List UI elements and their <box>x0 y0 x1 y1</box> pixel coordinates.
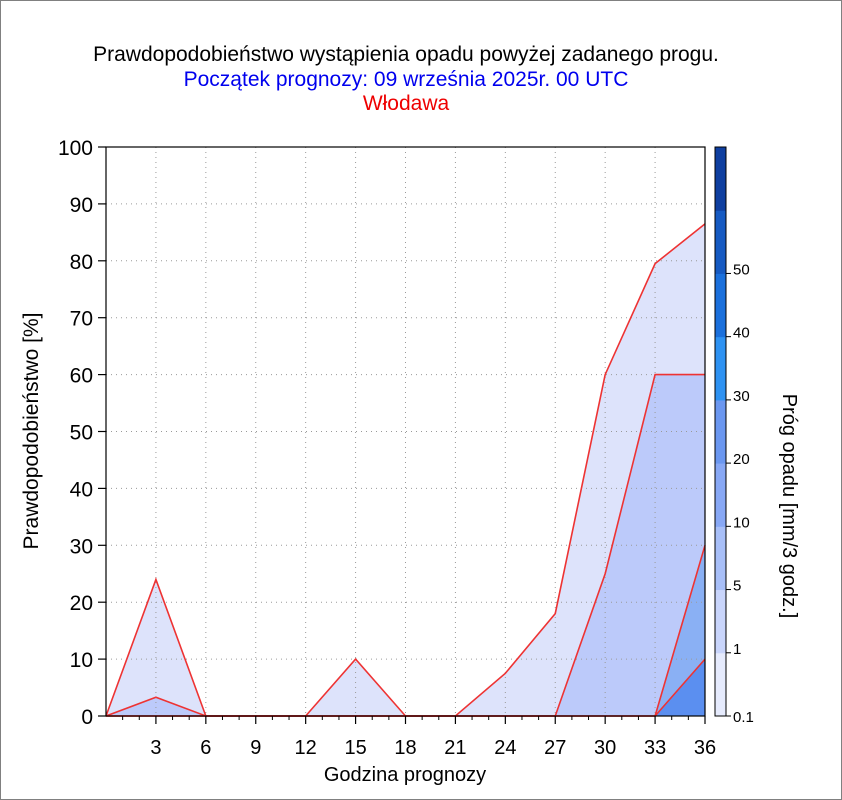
y-tick-label: 20 <box>70 592 93 615</box>
x-axis: 3 6 9 12 15 18 21 24 27 30 33 36 <box>122 716 716 759</box>
colorbar-tick-label: 5 <box>733 578 741 595</box>
y-axis: 0 10 20 30 40 50 60 70 80 90 100 <box>58 137 106 729</box>
area-layers <box>106 223 705 716</box>
y-tick-label: 60 <box>70 365 93 388</box>
location-label: Włodawa <box>362 92 450 115</box>
colorbar-band <box>715 652 726 717</box>
y-tick-label: 50 <box>70 422 93 445</box>
x-axis-label: Godzina prognozy <box>324 764 486 786</box>
x-tick-label: 24 <box>494 737 516 759</box>
colorbar-band <box>715 526 726 591</box>
colorbar-label: Próg opadu [mm/3 godz.] <box>778 394 800 619</box>
colorbar-tick-label: 0.1 <box>733 709 754 726</box>
colorbar: 0.1 1 5 10 20 30 40 50 <box>714 146 754 726</box>
colorbar-band <box>715 273 726 338</box>
colorbar-border <box>714 146 727 717</box>
y-tick-label: 100 <box>58 137 93 160</box>
colorbar-band <box>715 399 726 464</box>
y-tick-label: 30 <box>70 535 93 558</box>
chart-subtitle: Początek prognozy: 09 września 2025r. 00… <box>183 68 629 91</box>
x-tick-label: 18 <box>394 737 416 759</box>
y-tick-label: 10 <box>70 649 93 672</box>
y-tick-label: 90 <box>70 194 93 217</box>
colorbar-tick-label: 50 <box>733 261 750 278</box>
x-tick-label: 36 <box>694 737 716 759</box>
x-tick-label: 21 <box>444 737 466 759</box>
colorbar-band <box>715 463 726 527</box>
colorbar-tick-label: 1 <box>733 641 741 658</box>
colorbar-tick-label: 10 <box>733 514 750 531</box>
y-axis-label: Prawdopodobieństwo [%] <box>20 313 43 550</box>
area-series-2 <box>106 374 705 716</box>
x-tick-label: 27 <box>544 737 566 759</box>
colorbar-band <box>715 336 726 401</box>
colorbar-band <box>715 589 726 654</box>
x-tick-label: 33 <box>644 737 666 759</box>
x-tick-label: 30 <box>594 737 616 759</box>
colorbar-tick-label: 30 <box>733 388 750 405</box>
x-tick-label: 6 <box>200 737 211 759</box>
colorbar-band <box>715 210 726 274</box>
y-tick-label: 70 <box>70 308 93 331</box>
y-tick-label: 40 <box>70 478 93 501</box>
chart-title: Prawdopodobieństwo wystąpienia opadu pow… <box>93 43 719 66</box>
x-tick-label: 9 <box>250 737 261 759</box>
x-tick-label: 3 <box>150 737 161 759</box>
colorbar-band <box>715 147 726 211</box>
y-tick-label: 80 <box>70 251 93 274</box>
colorbar-tick-label: 40 <box>733 325 750 342</box>
x-tick-label: 12 <box>295 737 317 759</box>
x-tick-label: 15 <box>344 737 366 759</box>
y-tick-label: 0 <box>81 706 93 729</box>
colorbar-tick-label: 20 <box>733 451 750 468</box>
